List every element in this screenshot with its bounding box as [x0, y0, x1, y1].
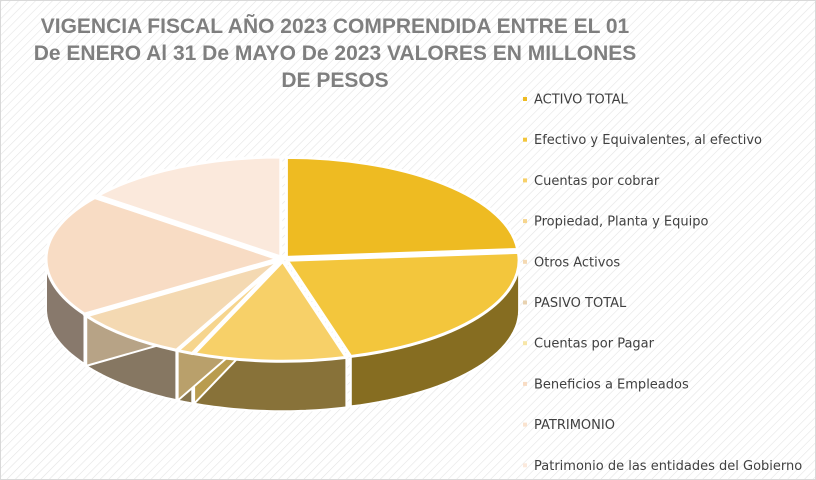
legend-swatch [523, 422, 527, 427]
legend-label: Patrimonio de las entidades del Gobierno [534, 459, 802, 474]
legend-label: PATRIMONIO [534, 418, 615, 433]
legend-label: ACTIVO TOTAL [534, 93, 629, 108]
legend-label: Propiedad, Planta y Equipo [534, 215, 708, 230]
legend-label: Otros Activos [534, 255, 620, 270]
legend-label: Cuentas por cobrar [534, 174, 660, 189]
legend-label: Efectivo y Equivalentes, al efectivo [534, 133, 762, 148]
legend-swatch [523, 463, 527, 468]
slice [284, 155, 520, 259]
slice [82, 259, 281, 352]
legend-swatch [523, 178, 527, 183]
legend-swatch [523, 341, 527, 346]
chart-title: VIGENCIA FISCAL AÑO 2023 COMPRENDIDA ENT… [33, 15, 637, 92]
legend-swatch [523, 219, 527, 224]
slice [44, 195, 284, 316]
legend-swatch [523, 97, 527, 101]
legend-swatch [523, 300, 527, 305]
legend-swatch [523, 259, 527, 264]
legend-label: Beneficios a Empleados [534, 377, 689, 392]
slice [284, 250, 521, 359]
slice [93, 155, 283, 260]
slice [191, 258, 350, 363]
legend-label: PASIVO TOTAL [534, 296, 627, 311]
legend-swatch [523, 381, 527, 386]
legend-swatch [523, 137, 527, 142]
legend-label: Cuentas por Pagar [534, 337, 655, 352]
